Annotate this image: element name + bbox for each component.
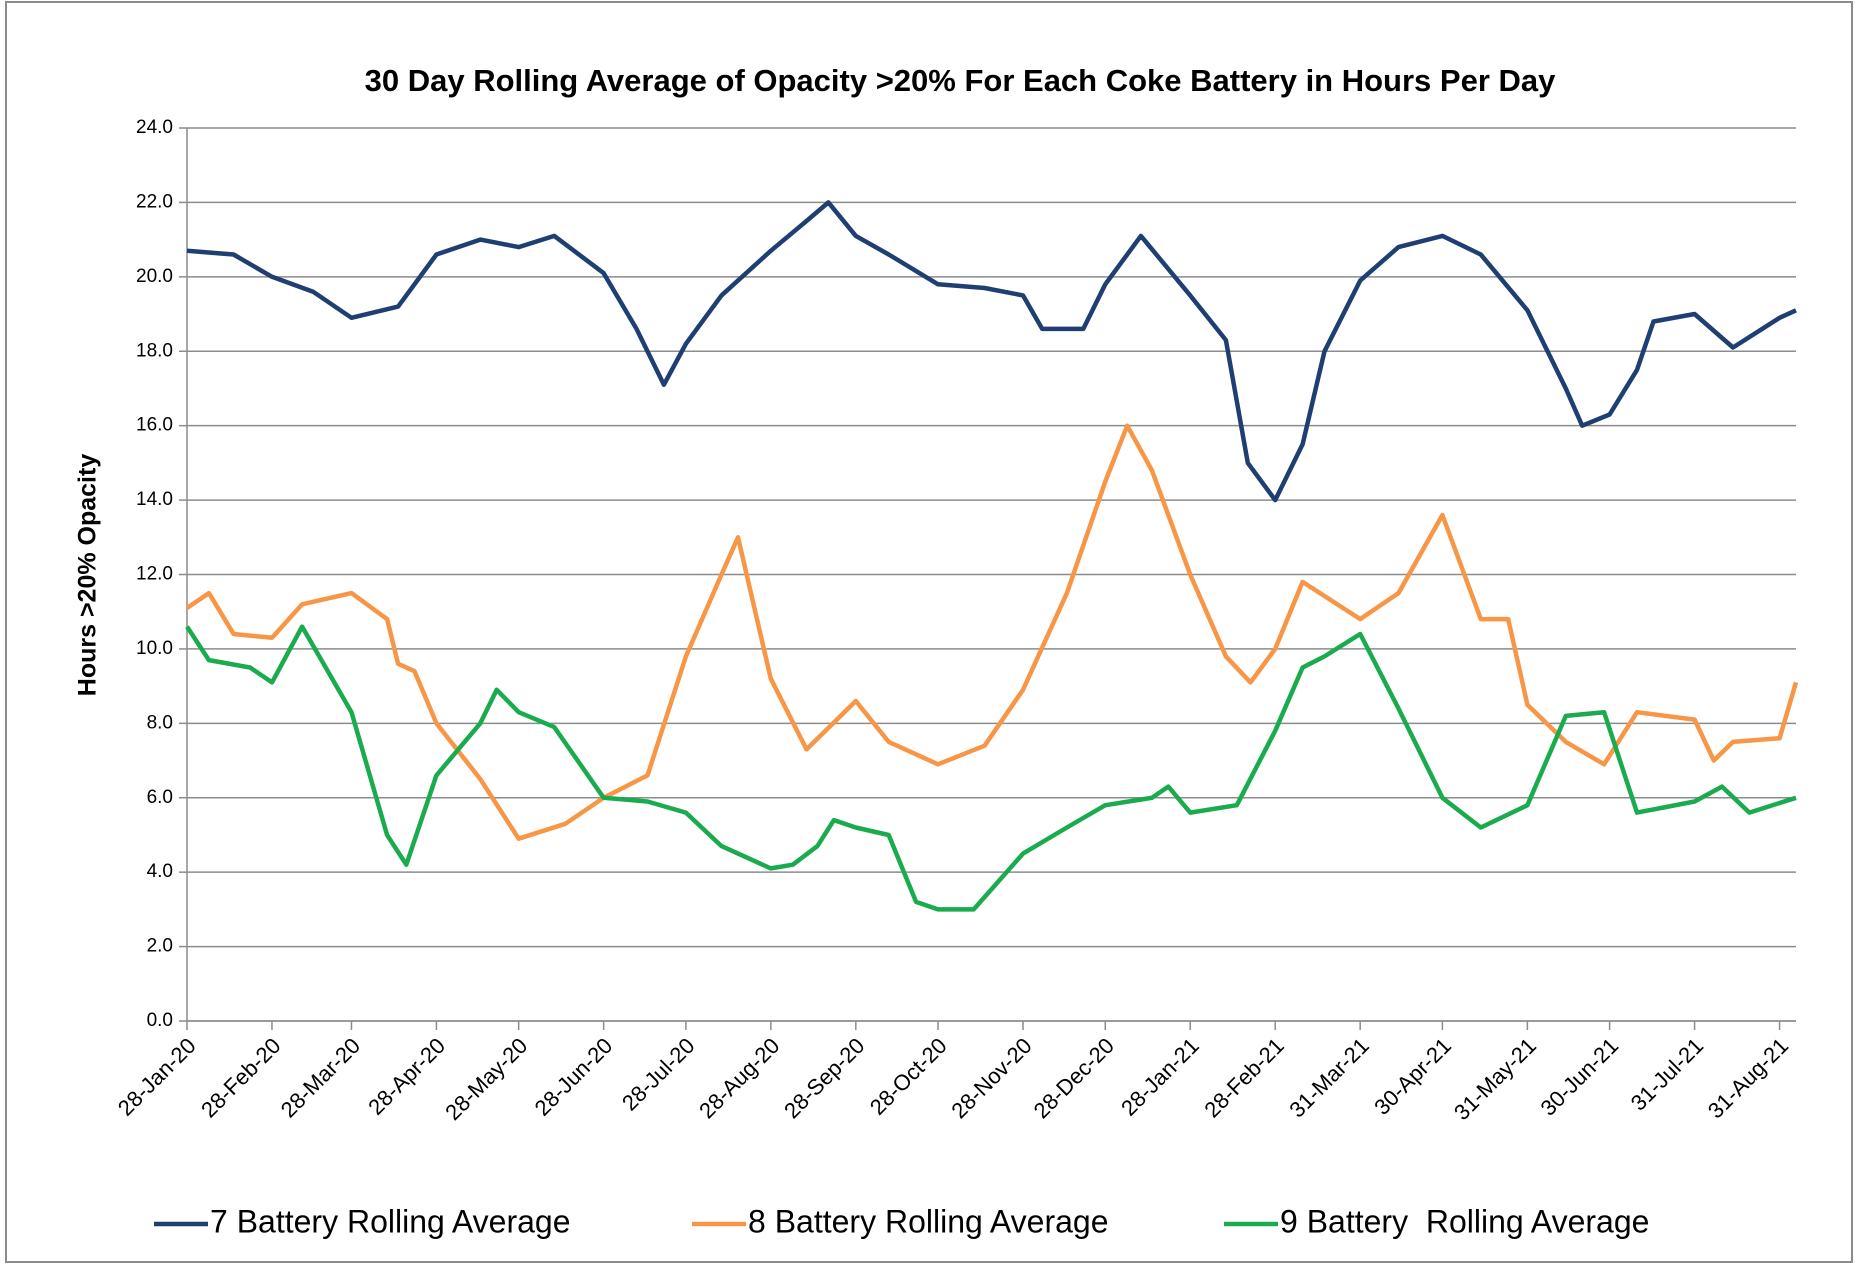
y-tick-label: 12.0: [136, 564, 173, 585]
series-line: [185, 624, 1797, 912]
legend-label: 7 Battery Rolling Average: [210, 1203, 571, 1239]
y-axis-label: Hours >20% Opacity: [74, 454, 102, 697]
y-tick-label: 8.0: [147, 712, 173, 733]
chart-frame: [5, 1, 1853, 1263]
legend-label: 9 Battery Rolling Average: [1280, 1203, 1649, 1239]
series-line: [186, 200, 1797, 503]
y-tick-label: 22.0: [136, 191, 173, 212]
y-tick-label: 4.0: [147, 861, 173, 882]
legend-label: 8 Battery Rolling Average: [748, 1203, 1109, 1239]
y-tick-label: 14.0: [136, 489, 173, 510]
y-tick-label: 6.0: [147, 787, 173, 808]
y-tick-label: 2.0: [147, 936, 173, 957]
y-tick-label: 20.0: [136, 266, 173, 287]
y-tick-label: 10.0: [136, 638, 173, 659]
y-tick-label: 0.0: [147, 1010, 173, 1031]
series-line: [185, 423, 1799, 841]
y-tick-label: 18.0: [136, 340, 173, 361]
chart-title: 30 Day Rolling Average of Opacity >20% F…: [365, 63, 1557, 98]
y-tick-label: 16.0: [136, 415, 173, 436]
y-tick-label: 24.0: [136, 117, 173, 138]
